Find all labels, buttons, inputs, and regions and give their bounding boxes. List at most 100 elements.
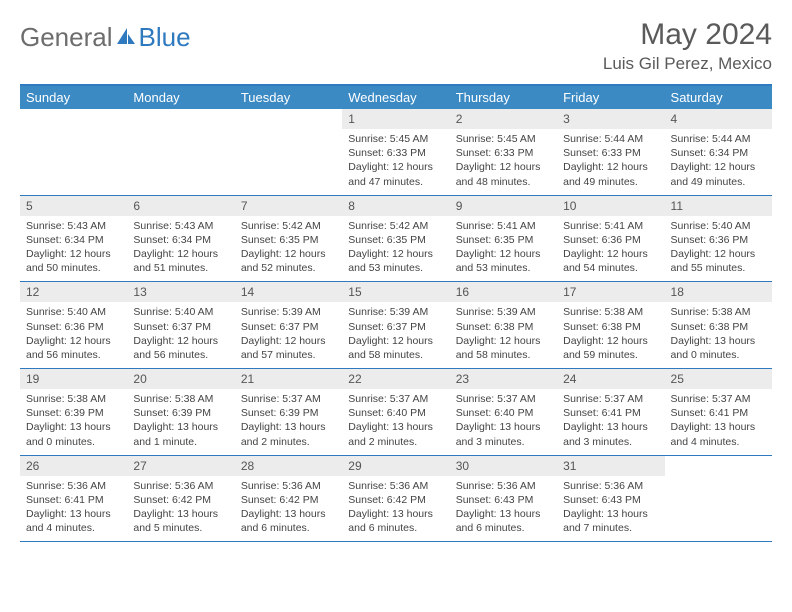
sunset-line: Sunset: 6:41 PM <box>563 406 658 420</box>
daylight-line: Daylight: 12 hours and 47 minutes. <box>348 160 443 188</box>
day-cell: 25Sunrise: 5:37 AMSunset: 6:41 PMDayligh… <box>665 369 772 455</box>
day-number: 23 <box>450 369 557 389</box>
day-cell: 26Sunrise: 5:36 AMSunset: 6:41 PMDayligh… <box>20 456 127 542</box>
day-cell: 18Sunrise: 5:38 AMSunset: 6:38 PMDayligh… <box>665 282 772 368</box>
daylight-line: Daylight: 13 hours and 3 minutes. <box>563 420 658 448</box>
day-cell: 6Sunrise: 5:43 AMSunset: 6:34 PMDaylight… <box>127 196 234 282</box>
weekday-label: Thursday <box>450 86 557 109</box>
day-data: Sunrise: 5:38 AMSunset: 6:39 PMDaylight:… <box>20 389 127 455</box>
day-cell: 20Sunrise: 5:38 AMSunset: 6:39 PMDayligh… <box>127 369 234 455</box>
day-cell <box>665 456 772 542</box>
day-number: 11 <box>665 196 772 216</box>
daylight-line: Daylight: 12 hours and 49 minutes. <box>671 160 766 188</box>
day-data: Sunrise: 5:40 AMSunset: 6:37 PMDaylight:… <box>127 302 234 368</box>
day-number <box>665 456 772 476</box>
day-number <box>235 109 342 129</box>
sunrise-line: Sunrise: 5:43 AM <box>26 219 121 233</box>
sunrise-line: Sunrise: 5:44 AM <box>563 132 658 146</box>
location: Luis Gil Perez, Mexico <box>603 54 772 74</box>
day-cell: 11Sunrise: 5:40 AMSunset: 6:36 PMDayligh… <box>665 196 772 282</box>
sunrise-line: Sunrise: 5:37 AM <box>348 392 443 406</box>
sunrise-line: Sunrise: 5:37 AM <box>671 392 766 406</box>
sunrise-line: Sunrise: 5:41 AM <box>456 219 551 233</box>
weekday-label: Saturday <box>665 86 772 109</box>
sunset-line: Sunset: 6:36 PM <box>671 233 766 247</box>
day-cell <box>20 109 127 195</box>
weekday-label: Monday <box>127 86 234 109</box>
daylight-line: Daylight: 12 hours and 56 minutes. <box>26 334 121 362</box>
daylight-line: Daylight: 12 hours and 52 minutes. <box>241 247 336 275</box>
sunrise-line: Sunrise: 5:42 AM <box>348 219 443 233</box>
day-number: 21 <box>235 369 342 389</box>
daylight-line: Daylight: 12 hours and 50 minutes. <box>26 247 121 275</box>
day-data: Sunrise: 5:36 AMSunset: 6:42 PMDaylight:… <box>235 476 342 542</box>
sunrise-line: Sunrise: 5:38 AM <box>133 392 228 406</box>
daylight-line: Daylight: 12 hours and 49 minutes. <box>563 160 658 188</box>
day-data: Sunrise: 5:41 AMSunset: 6:36 PMDaylight:… <box>557 216 664 282</box>
day-cell: 5Sunrise: 5:43 AMSunset: 6:34 PMDaylight… <box>20 196 127 282</box>
sunset-line: Sunset: 6:39 PM <box>133 406 228 420</box>
logo-sail-icon <box>115 22 137 53</box>
weekday-label: Tuesday <box>235 86 342 109</box>
day-number: 3 <box>557 109 664 129</box>
day-cell: 27Sunrise: 5:36 AMSunset: 6:42 PMDayligh… <box>127 456 234 542</box>
sunset-line: Sunset: 6:34 PM <box>671 146 766 160</box>
sunset-line: Sunset: 6:37 PM <box>241 320 336 334</box>
day-data: Sunrise: 5:42 AMSunset: 6:35 PMDaylight:… <box>235 216 342 282</box>
calendar: SundayMondayTuesdayWednesdayThursdayFrid… <box>20 84 772 542</box>
day-number: 2 <box>450 109 557 129</box>
daylight-line: Daylight: 12 hours and 56 minutes. <box>133 334 228 362</box>
day-cell: 7Sunrise: 5:42 AMSunset: 6:35 PMDaylight… <box>235 196 342 282</box>
week-row: 5Sunrise: 5:43 AMSunset: 6:34 PMDaylight… <box>20 196 772 283</box>
sunset-line: Sunset: 6:39 PM <box>241 406 336 420</box>
daylight-line: Daylight: 13 hours and 2 minutes. <box>348 420 443 448</box>
sunset-line: Sunset: 6:33 PM <box>456 146 551 160</box>
sunrise-line: Sunrise: 5:41 AM <box>563 219 658 233</box>
day-number: 6 <box>127 196 234 216</box>
sunrise-line: Sunrise: 5:37 AM <box>241 392 336 406</box>
day-number: 18 <box>665 282 772 302</box>
day-data: Sunrise: 5:38 AMSunset: 6:38 PMDaylight:… <box>665 302 772 368</box>
sunrise-line: Sunrise: 5:36 AM <box>348 479 443 493</box>
daylight-line: Daylight: 12 hours and 59 minutes. <box>563 334 658 362</box>
logo-text-gray: General <box>20 22 113 53</box>
day-number: 20 <box>127 369 234 389</box>
sunset-line: Sunset: 6:35 PM <box>348 233 443 247</box>
logo-text-blue: Blue <box>139 22 191 53</box>
daylight-line: Daylight: 13 hours and 2 minutes. <box>241 420 336 448</box>
day-data: Sunrise: 5:36 AMSunset: 6:41 PMDaylight:… <box>20 476 127 542</box>
daylight-line: Daylight: 13 hours and 7 minutes. <box>563 507 658 535</box>
daylight-line: Daylight: 12 hours and 51 minutes. <box>133 247 228 275</box>
daylight-line: Daylight: 12 hours and 58 minutes. <box>348 334 443 362</box>
day-cell <box>235 109 342 195</box>
sunrise-line: Sunrise: 5:43 AM <box>133 219 228 233</box>
sunrise-line: Sunrise: 5:40 AM <box>133 305 228 319</box>
day-cell: 23Sunrise: 5:37 AMSunset: 6:40 PMDayligh… <box>450 369 557 455</box>
sunset-line: Sunset: 6:40 PM <box>456 406 551 420</box>
day-cell: 13Sunrise: 5:40 AMSunset: 6:37 PMDayligh… <box>127 282 234 368</box>
day-cell: 24Sunrise: 5:37 AMSunset: 6:41 PMDayligh… <box>557 369 664 455</box>
sunset-line: Sunset: 6:36 PM <box>26 320 121 334</box>
day-data: Sunrise: 5:45 AMSunset: 6:33 PMDaylight:… <box>342 129 449 195</box>
day-cell: 10Sunrise: 5:41 AMSunset: 6:36 PMDayligh… <box>557 196 664 282</box>
sunrise-line: Sunrise: 5:38 AM <box>671 305 766 319</box>
sunset-line: Sunset: 6:33 PM <box>563 146 658 160</box>
day-number: 5 <box>20 196 127 216</box>
sunrise-line: Sunrise: 5:44 AM <box>671 132 766 146</box>
day-number: 16 <box>450 282 557 302</box>
sunset-line: Sunset: 6:37 PM <box>133 320 228 334</box>
day-cell: 19Sunrise: 5:38 AMSunset: 6:39 PMDayligh… <box>20 369 127 455</box>
day-cell: 16Sunrise: 5:39 AMSunset: 6:38 PMDayligh… <box>450 282 557 368</box>
day-cell: 14Sunrise: 5:39 AMSunset: 6:37 PMDayligh… <box>235 282 342 368</box>
sunrise-line: Sunrise: 5:36 AM <box>456 479 551 493</box>
sunset-line: Sunset: 6:33 PM <box>348 146 443 160</box>
day-cell: 28Sunrise: 5:36 AMSunset: 6:42 PMDayligh… <box>235 456 342 542</box>
sunset-line: Sunset: 6:37 PM <box>348 320 443 334</box>
sunset-line: Sunset: 6:40 PM <box>348 406 443 420</box>
day-cell: 8Sunrise: 5:42 AMSunset: 6:35 PMDaylight… <box>342 196 449 282</box>
day-cell: 3 Sunrise: 5:44 AMSunset: 6:33 PMDaylight… <box>557 109 664 195</box>
day-data: Sunrise: 5:36 AMSunset: 6:42 PMDaylight:… <box>342 476 449 542</box>
day-number: 12 <box>20 282 127 302</box>
day-cell: 15Sunrise: 5:39 AMSunset: 6:37 PMDayligh… <box>342 282 449 368</box>
day-number: 29 <box>342 456 449 476</box>
